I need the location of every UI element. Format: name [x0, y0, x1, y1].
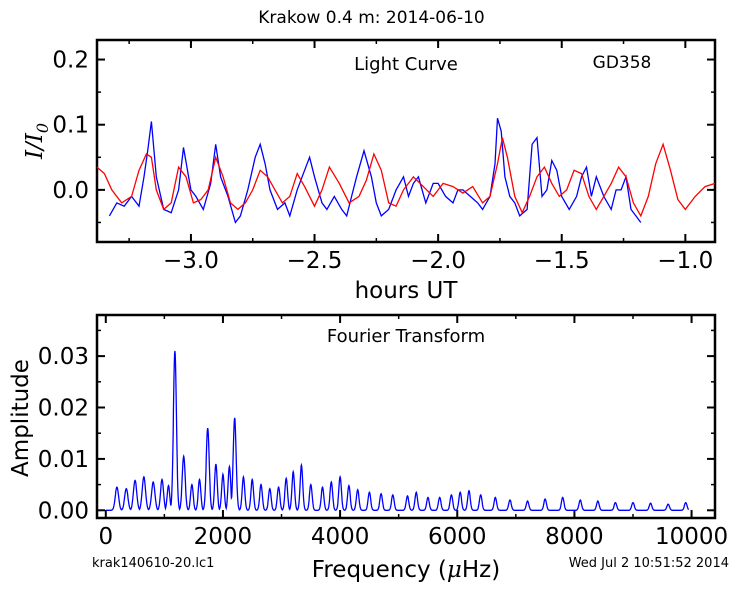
light-curve-ytick-label: 0.2: [52, 48, 89, 74]
light-curve-ylabel-sub: 0: [33, 123, 52, 133]
light-curve-series: [96, 118, 716, 224]
light-curve-xlabel: hours UT: [355, 278, 459, 304]
light-curve-ylabel-main: I/I: [22, 132, 48, 160]
fourier-ticks: 0 2000 4000 6000 8000 10000 0.00 0.01 0.02 0.03: [38, 315, 728, 550]
fourier-ytick-label: 0.01: [38, 447, 89, 473]
fourier-xlabel: Frequency (μHz): [312, 557, 500, 583]
light-curve-xtick-label: −2.5: [287, 248, 343, 274]
fourier-xtick-label: 0: [98, 524, 113, 550]
fourier-ytick-label: 0.02: [38, 396, 89, 422]
figure-title: Krakow 0.4 m: 2014-06-10: [258, 8, 485, 28]
fourier-xlabel-mu: μ: [447, 557, 462, 583]
light-curve-title: Light Curve: [354, 54, 458, 75]
fourier-series: [105, 350, 690, 511]
fourier-xtick-label: 8000: [545, 524, 604, 550]
fourier-xtick-label: 4000: [311, 524, 370, 550]
footer-timestamp: Wed Jul 2 10:51:52 2014: [569, 556, 729, 571]
light-curve-fit-line: [96, 137, 716, 218]
fourier-ytick-label: 0.00: [38, 498, 89, 524]
light-curve-annotation: GD358: [593, 53, 652, 73]
light-curve-xtick-label: −1.5: [534, 248, 590, 274]
fourier-xtick-label: 10000: [655, 524, 728, 550]
fourier-axes-frame: [95, 313, 717, 520]
light-curve-ytick-label: 0.1: [52, 113, 89, 139]
fourier-xlabel-text: Frequency (: [312, 557, 447, 583]
fourier-ylabel: Amplitude: [8, 359, 34, 477]
footer-filename: krak140610-20.lc1: [92, 556, 214, 571]
fourier-panel: 0 2000 4000 6000 8000 10000 0.00 0.01 0.02 0.03 F…: [8, 313, 728, 583]
fourier-ytick-label: 0.03: [38, 344, 89, 370]
light-curve-data-line: [108, 118, 642, 224]
fourier-title: Fourier Transform: [327, 326, 485, 347]
fourier-xtick-label: 2000: [194, 524, 253, 550]
light-curve-ytick-label: 0.0: [52, 178, 89, 204]
light-curve-ticks: −3.0 −2.5 −2.0 −1.5 −1.0 0.0 0.1 0.2: [52, 40, 715, 274]
light-curve-panel: −3.0 −2.5 −2.0 −1.5 −1.0 0.0 0.1 0.2 Light Curv…: [22, 38, 717, 304]
light-curve-axes-frame: [95, 38, 717, 244]
fourier-xlabel-unit: Hz): [462, 557, 500, 583]
light-curve-xtick-label: −2.0: [410, 248, 466, 274]
fourier-xtick-label: 6000: [428, 524, 487, 550]
fourier-amplitude-line: [105, 350, 690, 511]
light-curve-xtick-label: −1.0: [657, 248, 713, 274]
light-curve-xtick-label: −3.0: [163, 248, 219, 274]
light-curve-ylabel: I/I0: [22, 123, 52, 160]
